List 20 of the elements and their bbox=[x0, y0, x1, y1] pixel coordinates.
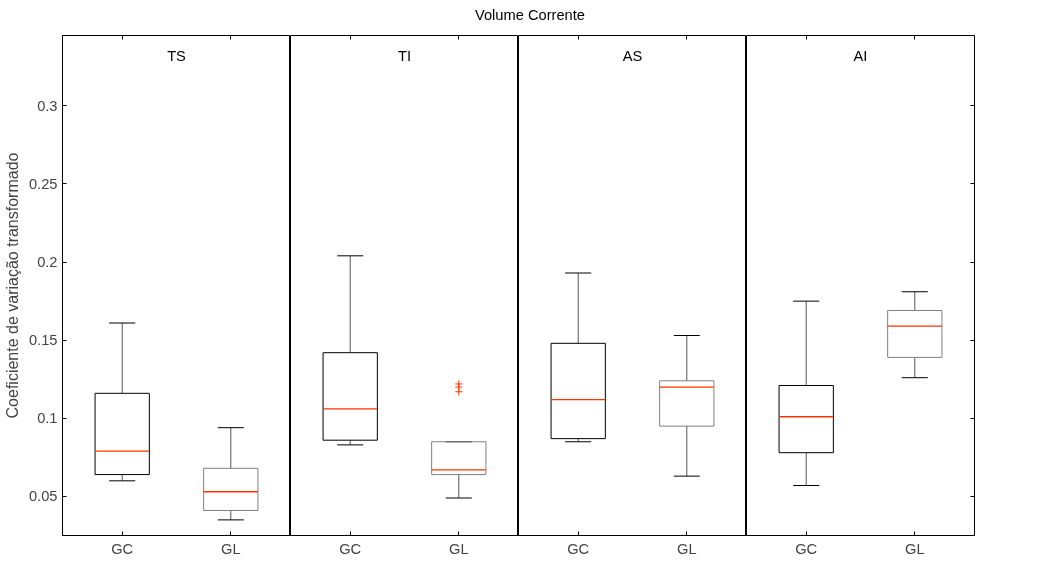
text: AI bbox=[853, 47, 868, 64]
x-tick-label: GC bbox=[111, 540, 134, 557]
x-tick-label: GL bbox=[677, 540, 697, 557]
x-tick-label: GC bbox=[339, 540, 362, 557]
y-tick-label: 0.2 bbox=[37, 254, 58, 271]
x-tick-label: GC bbox=[795, 540, 818, 557]
text: TS bbox=[167, 47, 187, 64]
text: TI bbox=[397, 47, 412, 64]
x-tick-label: GL bbox=[221, 540, 241, 557]
x-tick-label: GL bbox=[449, 540, 469, 557]
y-tick-label: 0.05 bbox=[28, 488, 58, 505]
x-tick-label: GL bbox=[905, 540, 925, 557]
y-tick-label: 0.1 bbox=[37, 410, 58, 427]
text: AS bbox=[622, 47, 643, 64]
y-tick-label: 0.15 bbox=[28, 332, 58, 349]
y-tick-label: 0.3 bbox=[37, 97, 58, 114]
text: Volume Corrente bbox=[475, 6, 585, 25]
y-tick-label: 0.25 bbox=[28, 175, 58, 192]
y-axis-title: Coeficiente de variação transformado bbox=[3, 152, 21, 419]
x-tick-label: GC bbox=[567, 540, 590, 557]
